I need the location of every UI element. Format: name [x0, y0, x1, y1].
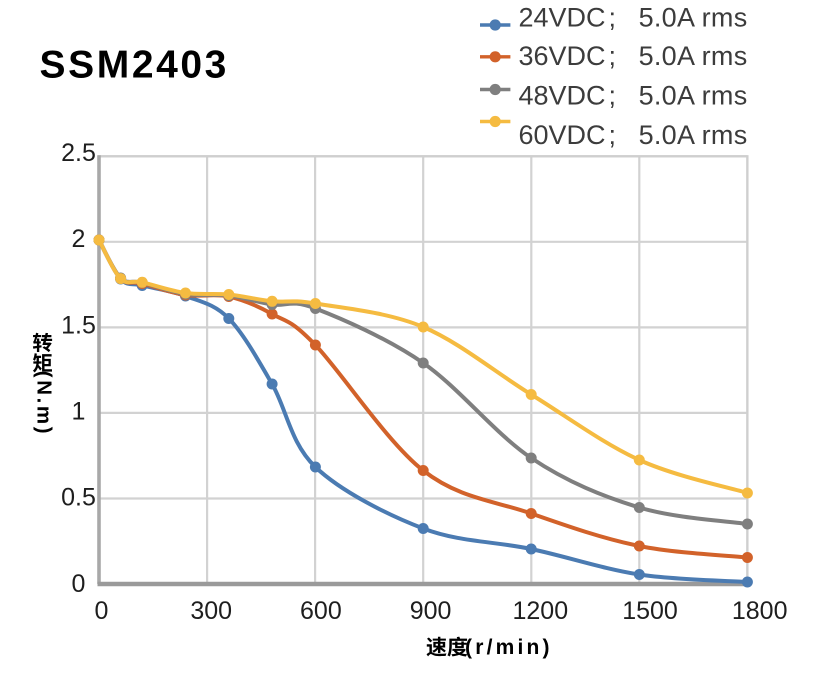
svg-text:1500: 1500	[622, 597, 678, 625]
svg-text:1800: 1800	[732, 597, 788, 625]
svg-text:0: 0	[72, 570, 86, 598]
svg-text:900: 900	[410, 597, 452, 625]
svg-text:(N.m): (N.m)	[32, 371, 55, 436]
svg-text:2: 2	[72, 225, 86, 253]
svg-text:1.5: 1.5	[61, 311, 96, 339]
svg-text:1: 1	[72, 398, 86, 426]
svg-text:1200: 1200	[512, 597, 568, 625]
svg-text:SSM2403: SSM2403	[40, 43, 229, 86]
svg-text:300: 300	[190, 597, 232, 625]
svg-text:600: 600	[300, 597, 342, 625]
svg-text:2.5: 2.5	[61, 139, 96, 167]
svg-text:0.5: 0.5	[61, 484, 96, 512]
svg-text:0: 0	[95, 597, 109, 625]
svg-text:(r/min): (r/min)	[465, 636, 553, 659]
